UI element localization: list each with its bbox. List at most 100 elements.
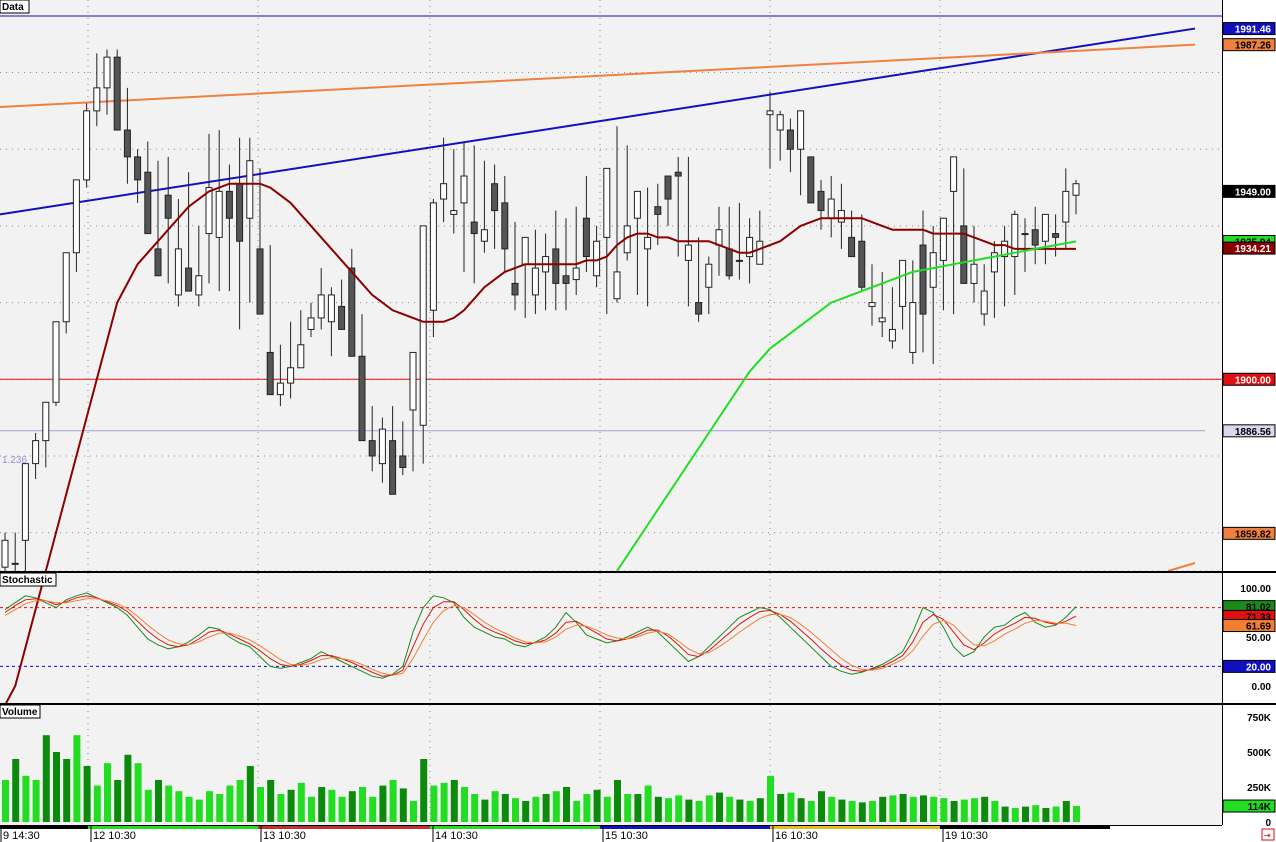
price-tag: 1949.00 <box>1235 187 1272 198</box>
stoch-panel[interactable] <box>0 573 1222 703</box>
volume-bar <box>981 796 989 822</box>
volume-bar <box>1062 801 1070 822</box>
volume-bar <box>705 795 713 822</box>
volume-bars <box>2 735 1080 822</box>
volume-panel[interactable] <box>0 705 1222 825</box>
candle-up <box>378 428 386 465</box>
volume-bar <box>879 796 887 822</box>
volume-bar <box>359 787 366 822</box>
volume-bar <box>1011 808 1019 822</box>
volume-bar <box>532 796 540 822</box>
volume-bar <box>308 796 315 822</box>
session-strip <box>430 826 600 829</box>
volume-bar <box>736 799 744 822</box>
volume-bar <box>257 787 264 822</box>
candle-up <box>603 167 611 238</box>
candle-up <box>1011 213 1019 258</box>
volume-bar <box>134 763 142 822</box>
candle-up <box>103 56 111 89</box>
volume-bar <box>828 796 836 822</box>
volume-bar <box>614 780 621 822</box>
volume-bar <box>624 794 632 822</box>
candle-up <box>888 328 896 342</box>
volume-bar <box>338 796 346 822</box>
candle-up <box>990 252 998 273</box>
volume-bar <box>389 780 397 822</box>
volume-bar <box>726 796 734 822</box>
candle-up <box>276 382 284 396</box>
volume-bar <box>991 801 999 822</box>
volume-bar <box>379 785 387 822</box>
candle-up <box>970 263 978 284</box>
candle-down <box>725 248 733 277</box>
volume-bar <box>491 791 499 822</box>
candle-down <box>786 129 794 150</box>
moving-average-fast <box>4 182 1076 706</box>
volume-bar <box>501 794 509 822</box>
candle-down <box>348 267 356 357</box>
candle-up <box>939 217 947 261</box>
volume-bar <box>1001 806 1009 822</box>
volume-bar <box>318 787 326 822</box>
volume-bar <box>63 759 71 822</box>
time-label: 9 14:30 <box>3 830 40 842</box>
candle-up <box>827 198 835 219</box>
candle-up <box>93 87 101 112</box>
price-panel-label: Data <box>2 2 24 13</box>
candle-up <box>980 290 988 315</box>
volume-bar <box>430 785 438 822</box>
scroll-end-button[interactable] <box>1261 828 1275 841</box>
candle-up <box>1041 213 1049 242</box>
session-strip <box>0 826 88 829</box>
volume-bar <box>644 785 652 822</box>
volume-bar <box>552 791 560 822</box>
candle-up <box>633 190 641 219</box>
candle-down <box>358 355 366 442</box>
price-panel[interactable] <box>0 0 1222 571</box>
stoch-tag: 81.02 <box>1246 603 1271 614</box>
stoch-tick-label: 50.00 <box>1246 633 1271 644</box>
candle-down <box>960 225 968 284</box>
candle-up <box>735 259 743 262</box>
price-panel-label-box <box>0 0 30 14</box>
volume-bar <box>53 752 60 822</box>
candle-up <box>756 240 764 265</box>
candle-down <box>848 236 856 258</box>
volume-bar <box>889 795 897 822</box>
price-tag: 1900.00 <box>1235 375 1272 386</box>
volume-bar <box>22 775 30 822</box>
trendline-blue <box>0 27 1196 216</box>
volume-bar <box>104 763 111 822</box>
candle-up <box>868 302 876 307</box>
volume-bar <box>603 796 611 822</box>
grid-lines <box>0 0 1222 825</box>
volume-bar <box>206 791 213 822</box>
candle-up <box>572 267 580 281</box>
candle-up <box>1001 240 1009 258</box>
volume-bar <box>410 801 417 822</box>
volume-bar <box>716 792 723 822</box>
volume-bar <box>246 766 254 822</box>
candle-up <box>52 321 60 403</box>
volume-bar <box>573 801 581 822</box>
volume-bar <box>185 796 193 822</box>
volume-bar <box>869 801 876 822</box>
price-axis-panel <box>1222 0 1276 825</box>
candle-up <box>531 267 539 296</box>
candle-down <box>562 275 570 284</box>
candle-down <box>389 440 397 495</box>
candle-down <box>470 221 478 235</box>
volume-bar <box>399 788 407 822</box>
volume-bar <box>583 794 591 822</box>
candle-down <box>674 171 682 177</box>
volume-bar <box>1052 806 1060 822</box>
candle-down <box>664 175 672 200</box>
volume-bar <box>73 735 81 822</box>
volume-bar <box>909 796 917 822</box>
volume-bar <box>93 785 101 822</box>
candle-up <box>419 225 427 426</box>
candle-up <box>327 294 335 323</box>
volume-bar <box>960 799 968 822</box>
volume-bar <box>440 782 448 822</box>
